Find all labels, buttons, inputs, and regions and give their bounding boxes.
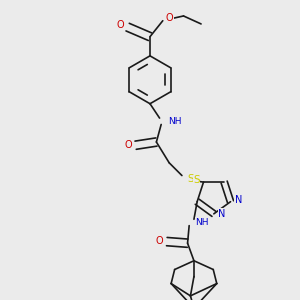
- Text: O: O: [117, 20, 124, 30]
- Text: NH: NH: [169, 117, 182, 126]
- Text: O: O: [125, 140, 132, 150]
- Text: N: N: [218, 209, 226, 219]
- Text: O: O: [156, 236, 164, 246]
- Text: O: O: [166, 13, 174, 22]
- Text: NH: NH: [196, 218, 209, 227]
- Text: S: S: [193, 176, 200, 185]
- Text: N: N: [235, 195, 242, 205]
- Text: S: S: [188, 174, 194, 184]
